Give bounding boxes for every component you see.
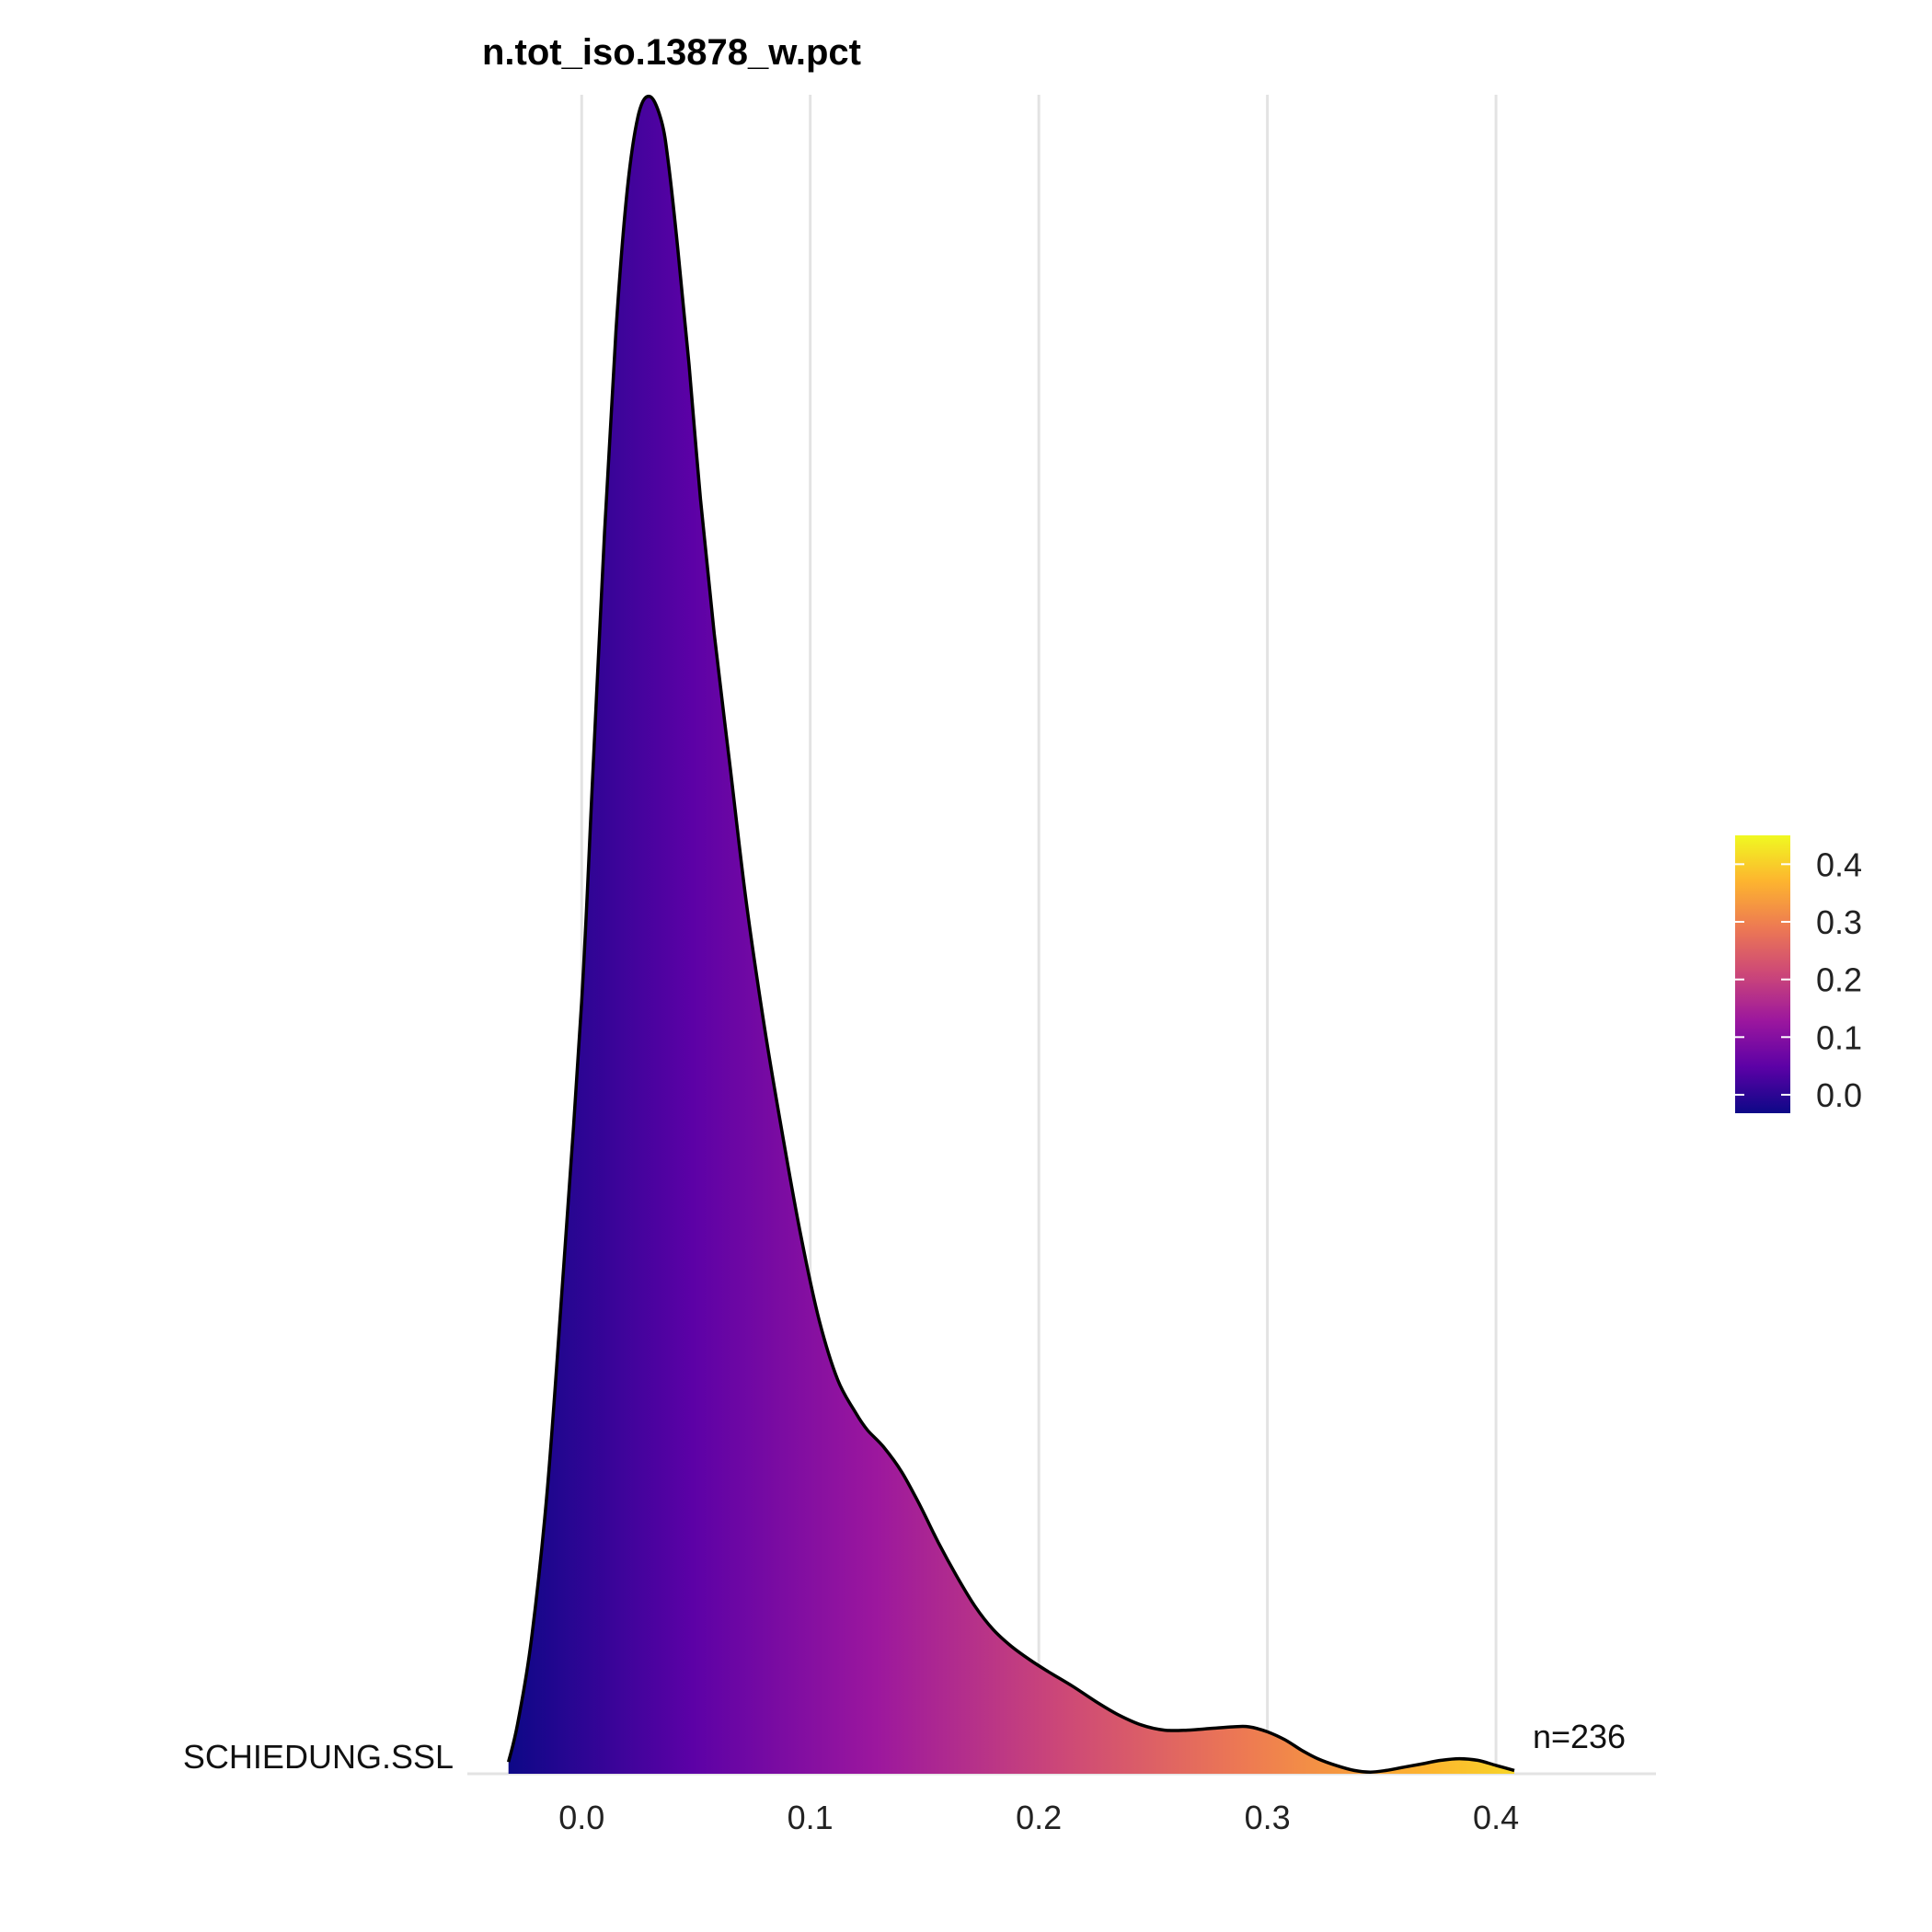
x-tick-label: 0.4 <box>1473 1799 1519 1836</box>
x-axis-ticks: 0.0 0.1 0.2 0.3 0.4 <box>558 1799 1519 1836</box>
category-label: SCHIEDUNG.SSL <box>183 1738 454 1776</box>
density-area <box>508 96 1515 1774</box>
count-annotation: n=236 <box>1533 1718 1626 1755</box>
x-tick-label: 0.1 <box>788 1799 834 1836</box>
color-legend-bar <box>1735 835 1790 1113</box>
legend-tick-label: 0.1 <box>1816 1018 1862 1056</box>
x-tick-label: 0.3 <box>1245 1799 1291 1836</box>
legend-tick-label: 0.2 <box>1816 961 1862 999</box>
legend-tick-label: 0.0 <box>1816 1076 1862 1114</box>
legend-tick-label: 0.4 <box>1816 845 1862 883</box>
legend-tick-label: 0.3 <box>1816 903 1862 941</box>
density-outline <box>507 94 1515 1774</box>
x-tick-label: 0.2 <box>1016 1799 1062 1836</box>
color-legend-ticks: 0.0 0.1 0.2 0.3 0.4 <box>1735 845 1862 1114</box>
chart-title: n.tot_iso.13878_w.pct <box>482 32 861 73</box>
x-tick-label: 0.0 <box>558 1799 604 1836</box>
color-legend: 0.0 0.1 0.2 0.3 0.4 <box>1735 835 1862 1114</box>
